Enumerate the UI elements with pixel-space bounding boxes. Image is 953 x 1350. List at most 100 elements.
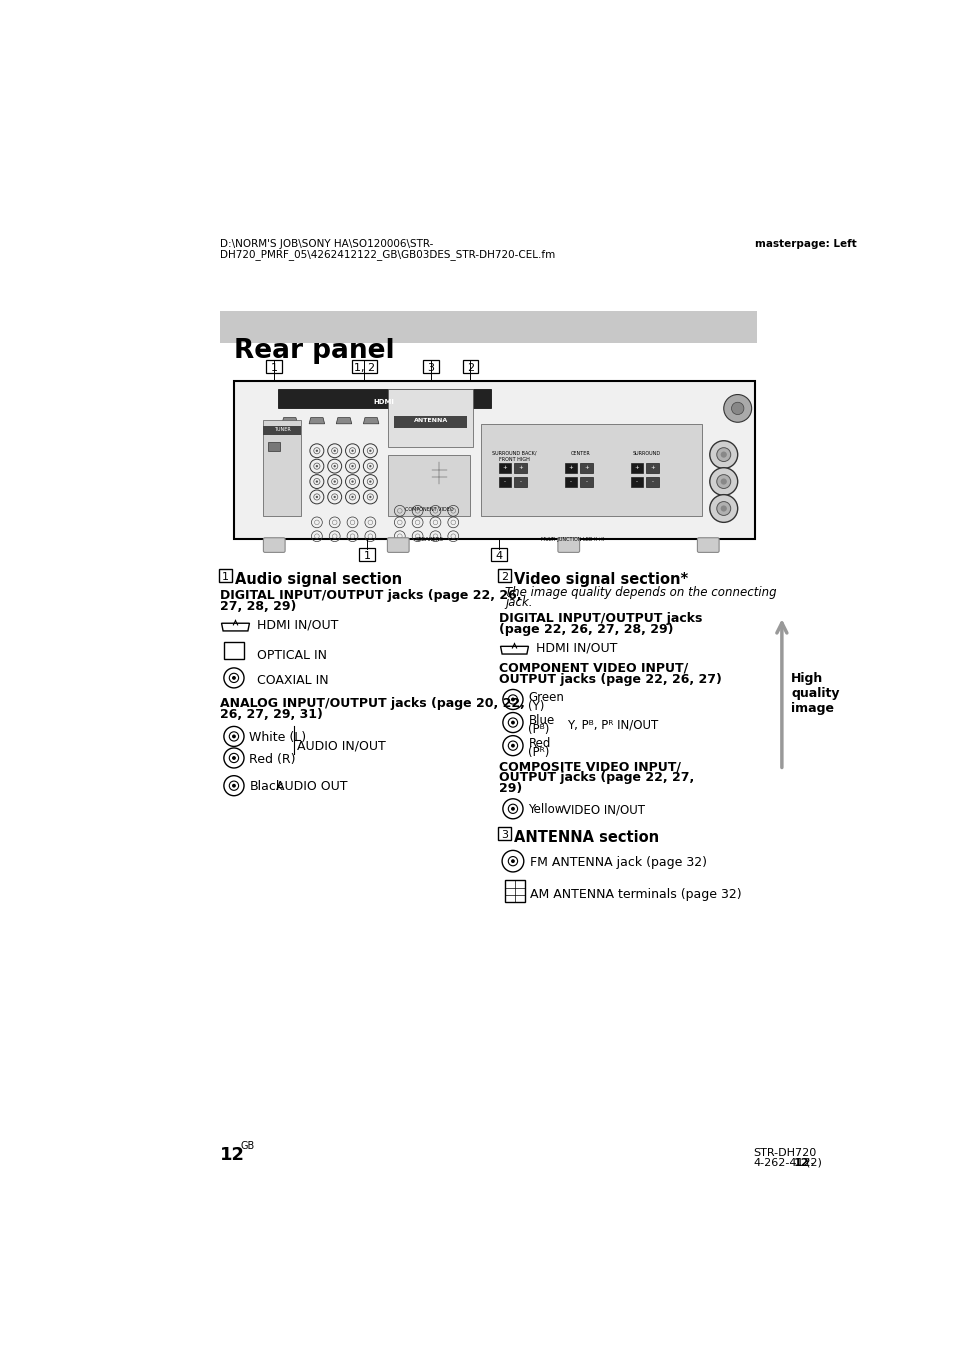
Text: COMPOSITE VIDEO INPUT/: COMPOSITE VIDEO INPUT/ [498,760,680,774]
FancyBboxPatch shape [422,360,438,373]
FancyBboxPatch shape [387,537,409,552]
Circle shape [334,464,335,467]
Text: DIGITAL INPUT/OUTPUT jacks: DIGITAL INPUT/OUTPUT jacks [498,613,701,625]
Text: CENTER: CENTER [570,451,590,456]
Circle shape [720,451,726,458]
Text: OUTPUT jacks (page 22, 26, 27): OUTPUT jacks (page 22, 26, 27) [498,672,721,686]
Text: AUDIO IN/OUT: AUDIO IN/OUT [297,740,386,752]
Circle shape [334,495,335,498]
Circle shape [351,464,354,467]
Text: DH720_PMRF_05\4262412122_GB\GB03DES_STR-DH720-CEL.fm: DH720_PMRF_05\4262412122_GB\GB03DES_STR-… [220,248,555,261]
Text: +: + [517,466,522,470]
FancyBboxPatch shape [462,360,477,373]
Text: Red (R): Red (R) [249,752,295,765]
Circle shape [709,467,737,495]
FancyBboxPatch shape [224,641,244,659]
Text: -: - [519,479,521,485]
Text: COMPONENT VIDEO INPUT/: COMPONENT VIDEO INPUT/ [498,662,687,675]
Text: OPTICAL IN: OPTICAL IN [257,649,327,663]
Circle shape [351,481,354,483]
FancyBboxPatch shape [262,420,301,516]
Text: Black: Black [249,780,283,794]
Text: Red: Red [528,737,550,751]
Text: 26, 27, 29, 31): 26, 27, 29, 31) [220,707,322,721]
Circle shape [232,734,235,738]
Circle shape [511,744,515,748]
Text: AM ANTENNA terminals (page 32): AM ANTENNA terminals (page 32) [530,888,740,900]
Text: VIDEO IN/OUT: VIDEO IN/OUT [562,803,644,817]
Text: 12: 12 [793,1157,808,1168]
Text: HDMI: HDMI [374,400,395,405]
FancyBboxPatch shape [697,537,719,552]
Circle shape [315,450,317,452]
FancyBboxPatch shape [233,382,754,539]
Text: ANTENNA: ANTENNA [414,417,448,423]
Text: Rear panel: Rear panel [233,338,395,363]
FancyBboxPatch shape [630,463,642,472]
Text: -: - [504,479,506,485]
FancyBboxPatch shape [645,477,658,487]
Circle shape [511,859,515,863]
Text: masterpage: Left: masterpage: Left [754,239,856,248]
Circle shape [232,784,235,787]
Text: Blue: Blue [528,714,554,728]
Text: Yellow: Yellow [528,803,564,817]
Text: Y, Pᴮ, Pᴿ IN/OUT: Y, Pᴮ, Pᴿ IN/OUT [567,718,658,732]
Text: (Y): (Y) [528,701,544,713]
Text: SURROUND BACK/
FRONT HIGH: SURROUND BACK/ FRONT HIGH [492,451,537,462]
Text: The image quality depends on the connecting: The image quality depends on the connect… [505,586,776,598]
Text: -: - [570,479,572,485]
FancyBboxPatch shape [564,463,577,472]
Circle shape [511,807,515,811]
FancyBboxPatch shape [263,537,285,552]
Text: AUDIO OUT: AUDIO OUT [275,780,347,794]
Text: (page 22, 26, 27, 28, 29): (page 22, 26, 27, 28, 29) [498,624,673,636]
Text: SPEAKERS: SPEAKERS [415,537,443,541]
Circle shape [723,394,751,423]
FancyBboxPatch shape [645,463,658,472]
Text: jack.: jack. [505,595,532,609]
Text: SURROUND: SURROUND [632,451,659,456]
Circle shape [334,450,335,452]
Text: 1: 1 [222,571,229,582]
Text: FM ANTENNA jack (page 32): FM ANTENNA jack (page 32) [530,856,706,869]
Circle shape [369,464,371,467]
Circle shape [709,494,737,522]
Text: COAXIAL IN: COAXIAL IN [257,674,329,687]
Text: DIGITAL INPUT/OUTPUT jacks (page 22, 26,: DIGITAL INPUT/OUTPUT jacks (page 22, 26, [220,590,521,602]
FancyBboxPatch shape [514,463,526,472]
FancyBboxPatch shape [564,477,577,487]
Text: -: - [651,479,653,485]
Circle shape [351,450,354,452]
Circle shape [716,502,730,516]
Text: +: + [502,466,507,470]
FancyBboxPatch shape [579,477,592,487]
Circle shape [720,478,726,485]
Text: 4-262-412-: 4-262-412- [753,1157,814,1168]
Text: MULTI-JUNCTION LED II+II: MULTI-JUNCTION LED II+II [540,537,603,541]
FancyBboxPatch shape [394,416,467,428]
Text: +: + [634,466,639,470]
Text: 3: 3 [500,830,507,840]
Circle shape [232,756,235,760]
Text: High
quality
image: High quality image [790,672,839,714]
FancyBboxPatch shape [579,463,592,472]
Polygon shape [335,417,352,424]
Text: 1: 1 [363,551,371,560]
FancyBboxPatch shape [262,427,301,435]
Circle shape [731,402,743,414]
Circle shape [716,475,730,489]
FancyBboxPatch shape [219,570,232,582]
Circle shape [351,495,354,498]
Text: White (L): White (L) [249,732,306,744]
Text: Green: Green [528,691,564,703]
FancyBboxPatch shape [558,537,579,552]
FancyBboxPatch shape [497,828,510,840]
FancyBboxPatch shape [431,462,447,483]
Text: 3: 3 [427,363,434,373]
Circle shape [716,448,730,462]
Text: 29): 29) [498,782,521,795]
Text: +: + [583,466,588,470]
Circle shape [315,464,317,467]
Circle shape [369,495,371,498]
